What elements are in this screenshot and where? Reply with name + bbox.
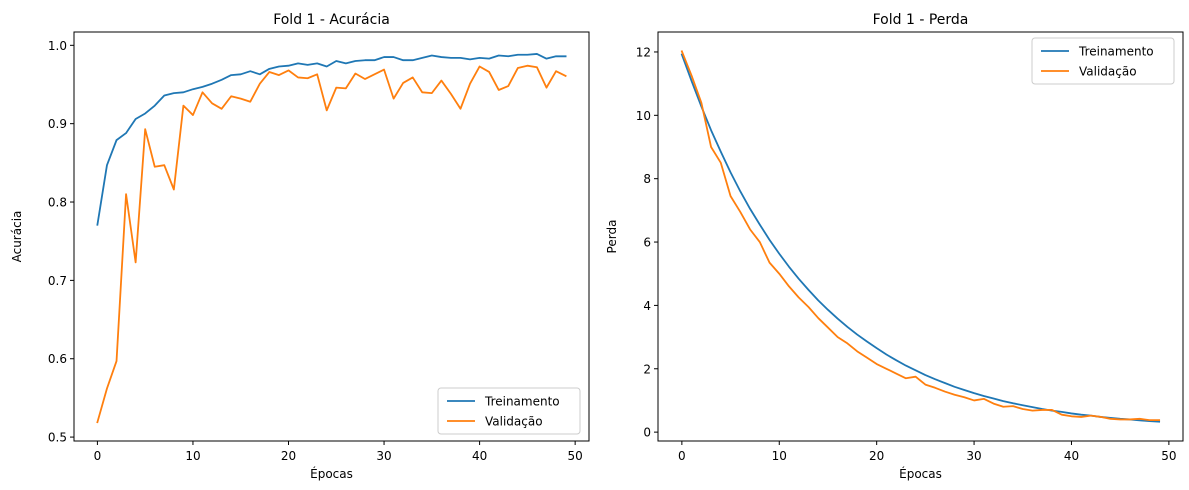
loss-plot-frame — [657, 31, 1184, 442]
accuracy-x-tick-label: 0 — [94, 449, 102, 463]
accuracy-y-axis-label: Acurácia — [10, 211, 24, 263]
loss-y-axis-label: Perda — [605, 220, 619, 254]
accuracy-x-tick-label: 10 — [185, 449, 200, 463]
accuracy-x-tick-label: 20 — [281, 449, 296, 463]
accuracy-x-tick-label: 30 — [376, 449, 391, 463]
accuracy-y-tick-label: 0.7 — [48, 274, 67, 288]
accuracy-y-tick-label: 0.9 — [48, 117, 67, 131]
accuracy-legend: Treinamento Validação — [437, 387, 581, 435]
loss-series-line-validacao — [680, 50, 1161, 421]
loss-y-tick-label: 2 — [643, 362, 651, 376]
accuracy-legend-label-validacao: Validação — [485, 415, 543, 429]
loss-legend-box — [1031, 37, 1175, 85]
accuracy-plot-frame — [73, 31, 590, 442]
loss-y-tick-label: 6 — [643, 236, 651, 250]
loss-series-line-treinamento — [680, 53, 1161, 423]
accuracy-y-tick-label: 1.0 — [48, 39, 67, 53]
accuracy-y-tick-label: 0.8 — [48, 196, 67, 210]
loss-x-tick-label: 30 — [966, 449, 981, 463]
loss-y-tick-label: 8 — [643, 172, 651, 186]
loss-legend-label-validacao: Validação — [1079, 65, 1137, 79]
accuracy-y-tick-label: 0.6 — [48, 352, 67, 366]
accuracy-x-tick-label: 50 — [568, 449, 583, 463]
accuracy-series-line-validacao — [96, 64, 567, 424]
accuracy-series-line-treinamento — [96, 53, 567, 226]
accuracy-x-tick-label: 40 — [472, 449, 487, 463]
accuracy-x-axis-label: Épocas — [310, 466, 353, 481]
loss-x-tick-label: 40 — [1064, 449, 1079, 463]
accuracy-legend-box — [437, 387, 581, 435]
loss-x-tick-label: 0 — [678, 449, 686, 463]
accuracy-legend-label-treinamento: Treinamento — [484, 395, 560, 409]
loss-x-tick-label: 50 — [1161, 449, 1176, 463]
loss-y-tick-label: 12 — [636, 45, 651, 59]
loss-y-tick-label: 0 — [643, 426, 651, 440]
loss-x-axis-label: Épocas — [899, 466, 942, 481]
accuracy-chart: 0 10 20 30 40 50 0.5 0.6 0.7 0.8 0.9 1.0 Fold 1 - Ac… — [10, 12, 590, 481]
accuracy-chart-title: Fold 1 - Acurácia — [273, 12, 390, 28]
loss-x-tick-label: 20 — [869, 449, 884, 463]
accuracy-y-tick-label: 0.5 — [48, 431, 67, 445]
loss-y-tick-label: 4 — [643, 299, 651, 313]
loss-x-tick-label: 10 — [772, 449, 787, 463]
loss-legend: Treinamento Validação — [1031, 37, 1175, 85]
loss-legend-label-treinamento: Treinamento — [1078, 45, 1154, 59]
loss-chart-title: Fold 1 - Perda — [873, 12, 969, 28]
loss-chart: 0 10 20 30 40 50 0 2 4 6 8 10 12 Fold 1 - Perda Épocas… — [605, 12, 1184, 481]
loss-y-tick-label: 10 — [636, 109, 651, 123]
